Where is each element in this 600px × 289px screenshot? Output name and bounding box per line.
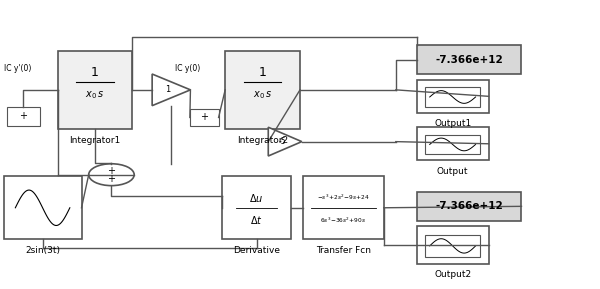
Text: 2sin(3t): 2sin(3t): [25, 246, 60, 255]
FancyBboxPatch shape: [4, 176, 82, 239]
FancyBboxPatch shape: [425, 87, 480, 107]
FancyBboxPatch shape: [425, 134, 480, 154]
Text: $x_0\,s$: $x_0\,s$: [85, 89, 104, 101]
Polygon shape: [268, 127, 302, 156]
Text: -7.366e+12: -7.366e+12: [435, 201, 503, 211]
FancyBboxPatch shape: [303, 176, 384, 239]
FancyBboxPatch shape: [58, 51, 133, 129]
Text: -7.366e+12: -7.366e+12: [435, 55, 503, 65]
FancyBboxPatch shape: [190, 109, 218, 126]
FancyBboxPatch shape: [425, 235, 480, 257]
Text: $-s^3\!+\!2s^2\!-\!9s\!+\!24$: $-s^3\!+\!2s^2\!-\!9s\!+\!24$: [317, 193, 370, 202]
FancyBboxPatch shape: [417, 127, 488, 160]
Text: $x_0\,s$: $x_0\,s$: [253, 89, 272, 101]
Text: +: +: [107, 174, 115, 184]
Text: $6s^3\!-\!36s^2\!+\!90s$: $6s^3\!-\!36s^2\!+\!90s$: [320, 216, 367, 225]
Text: Transfer Fcn: Transfer Fcn: [316, 246, 371, 255]
Text: IC y'(0): IC y'(0): [4, 64, 31, 73]
Text: -5: -5: [279, 137, 286, 146]
Text: 1: 1: [91, 66, 99, 79]
Text: Derivative: Derivative: [233, 246, 280, 255]
FancyBboxPatch shape: [417, 227, 488, 264]
FancyBboxPatch shape: [225, 51, 300, 129]
Text: Integrator2: Integrator2: [237, 136, 288, 145]
Circle shape: [89, 164, 134, 186]
Polygon shape: [152, 74, 190, 106]
Text: +: +: [107, 166, 115, 175]
Text: IC y(0): IC y(0): [175, 64, 200, 73]
Text: $\Delta t$: $\Delta t$: [250, 214, 263, 226]
FancyBboxPatch shape: [417, 45, 521, 74]
FancyBboxPatch shape: [222, 176, 291, 239]
FancyBboxPatch shape: [7, 107, 40, 126]
FancyBboxPatch shape: [417, 192, 521, 221]
Text: 1: 1: [165, 85, 170, 94]
Text: Output1: Output1: [434, 119, 471, 128]
Text: Output2: Output2: [434, 270, 471, 279]
Text: $\Delta u$: $\Delta u$: [250, 192, 264, 204]
Text: Output: Output: [437, 167, 469, 176]
Text: +: +: [19, 112, 27, 121]
Text: +: +: [200, 112, 208, 123]
Text: 1: 1: [259, 66, 266, 79]
Text: Integrator1: Integrator1: [70, 136, 121, 145]
FancyBboxPatch shape: [417, 80, 488, 113]
